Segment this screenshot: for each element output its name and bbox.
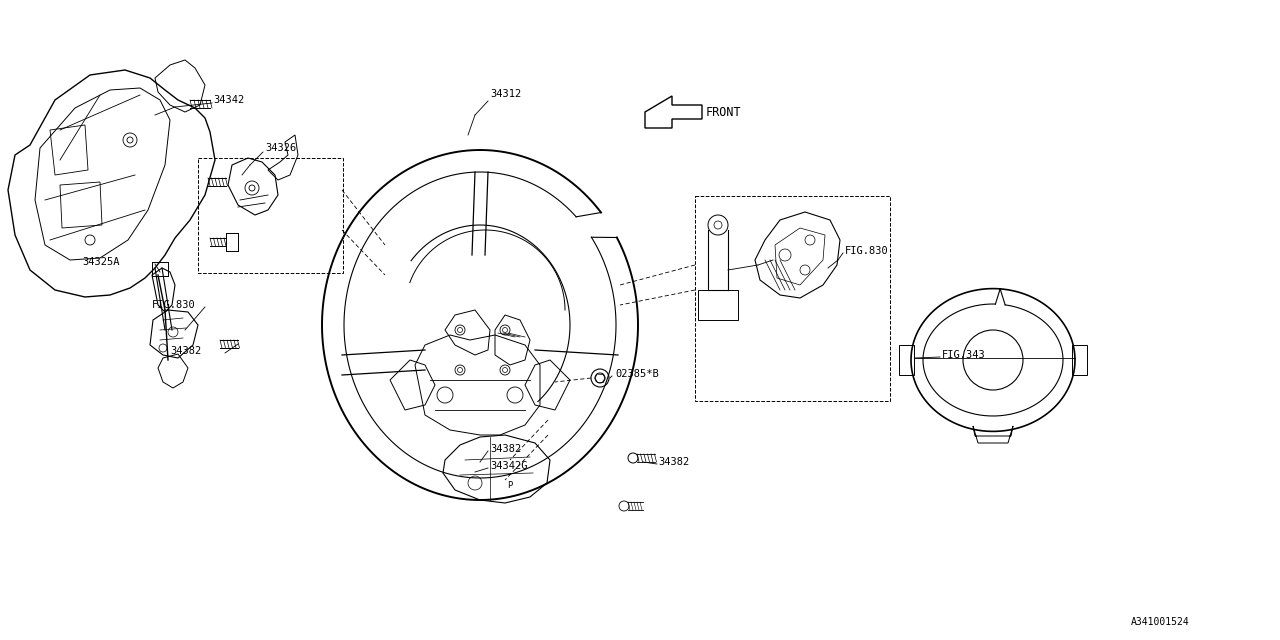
Text: P: P bbox=[507, 481, 512, 490]
Text: 34326: 34326 bbox=[265, 143, 296, 153]
Text: 02385*B: 02385*B bbox=[614, 369, 659, 379]
Text: 34342G: 34342G bbox=[490, 461, 527, 471]
Text: 34325A: 34325A bbox=[82, 257, 119, 267]
Text: FIG.830: FIG.830 bbox=[845, 246, 888, 256]
Text: A341001524: A341001524 bbox=[1132, 617, 1190, 627]
Polygon shape bbox=[645, 96, 701, 128]
Text: 34382: 34382 bbox=[170, 346, 201, 356]
Bar bbox=[198, 158, 343, 273]
Text: 34382: 34382 bbox=[490, 444, 521, 454]
Text: 34382: 34382 bbox=[658, 457, 689, 467]
Text: FIG.830: FIG.830 bbox=[152, 300, 196, 310]
Bar bbox=[695, 196, 890, 401]
Text: 34312: 34312 bbox=[490, 89, 521, 99]
Text: FIG.343: FIG.343 bbox=[942, 350, 986, 360]
Text: 34342: 34342 bbox=[212, 95, 244, 105]
Text: FRONT: FRONT bbox=[707, 106, 741, 118]
